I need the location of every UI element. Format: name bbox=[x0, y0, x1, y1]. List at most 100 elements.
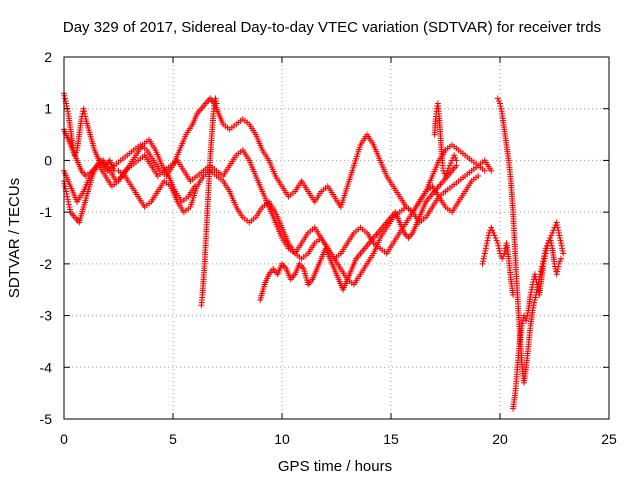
data-point bbox=[556, 235, 563, 241]
data-point bbox=[541, 255, 548, 262]
series-track-e bbox=[198, 95, 220, 309]
data-point bbox=[65, 198, 72, 205]
data-point bbox=[445, 165, 452, 172]
data-point bbox=[542, 253, 549, 260]
data-point bbox=[485, 232, 492, 239]
data-point bbox=[547, 237, 554, 244]
data-point bbox=[534, 284, 541, 291]
data-point bbox=[213, 97, 220, 104]
data-point bbox=[556, 232, 563, 239]
data-point bbox=[480, 258, 487, 265]
data-point bbox=[553, 219, 560, 226]
data-point bbox=[549, 229, 556, 236]
data-point bbox=[559, 245, 566, 252]
data-point bbox=[548, 240, 555, 247]
data-point bbox=[527, 291, 534, 298]
x-axis-label: GPS time / hours bbox=[278, 458, 392, 475]
data-point bbox=[555, 229, 562, 236]
data-point bbox=[534, 281, 541, 288]
data-point bbox=[555, 260, 562, 267]
data-point bbox=[524, 312, 531, 319]
data-point bbox=[489, 227, 496, 234]
data-point bbox=[82, 113, 89, 120]
data-point bbox=[560, 250, 567, 257]
data-point bbox=[484, 237, 491, 244]
series-track-i bbox=[510, 235, 565, 412]
data-point bbox=[447, 160, 454, 167]
data-point bbox=[490, 229, 497, 236]
data-point bbox=[529, 284, 536, 291]
data-point bbox=[451, 152, 458, 159]
y-tick-labels: -5 -4 -3 -2 -1 0 1 2 bbox=[40, 49, 53, 427]
data-point bbox=[64, 196, 71, 203]
data-point bbox=[443, 170, 450, 177]
data-point bbox=[500, 253, 507, 260]
x-tick-label: 20 bbox=[492, 431, 508, 447]
data-point bbox=[81, 110, 88, 117]
data-point bbox=[556, 258, 563, 265]
y-tick-label: 2 bbox=[44, 49, 52, 65]
x-tick-labels: 0 5 10 15 20 25 bbox=[60, 431, 617, 447]
data-point bbox=[475, 172, 482, 179]
data-point bbox=[498, 108, 505, 115]
data-point bbox=[446, 162, 453, 169]
data-point bbox=[501, 250, 508, 257]
data-point bbox=[494, 240, 501, 247]
data-point bbox=[212, 95, 219, 102]
data-point bbox=[548, 242, 555, 249]
data-point bbox=[481, 253, 488, 260]
chart-title: Day 329 of 2017, Sidereal Day-to-day VTE… bbox=[63, 19, 601, 36]
data-point bbox=[559, 247, 566, 254]
data-point bbox=[548, 232, 555, 239]
data-point bbox=[492, 235, 499, 241]
data-point bbox=[528, 286, 535, 293]
data-point bbox=[64, 193, 71, 200]
y-axis-label: SDTVAR / TECUs bbox=[6, 178, 23, 298]
x-tick-label: 0 bbox=[60, 431, 68, 447]
data-point bbox=[485, 235, 492, 241]
data-point bbox=[547, 235, 554, 241]
data-point bbox=[63, 191, 70, 198]
data-point bbox=[532, 273, 539, 280]
data-point bbox=[501, 247, 508, 254]
y-tick-label: -5 bbox=[40, 411, 53, 427]
data-point bbox=[554, 268, 561, 275]
x-tick-label: 25 bbox=[601, 431, 617, 447]
y-tick-label: 1 bbox=[44, 101, 52, 117]
data-point bbox=[524, 309, 531, 316]
data-point bbox=[558, 242, 565, 249]
data-point bbox=[496, 247, 503, 254]
data-point bbox=[557, 237, 564, 244]
data-point bbox=[444, 167, 451, 174]
data-point bbox=[531, 297, 538, 304]
data-point bbox=[491, 232, 498, 239]
data-point bbox=[543, 247, 550, 254]
data-point bbox=[542, 250, 549, 257]
data-point bbox=[554, 224, 561, 231]
y-tick-label: -2 bbox=[40, 256, 53, 272]
data-point bbox=[63, 103, 70, 110]
data-point bbox=[531, 299, 538, 306]
data-point bbox=[483, 240, 490, 247]
data-point bbox=[495, 245, 502, 252]
data-point bbox=[523, 315, 530, 322]
y-tick-label: -1 bbox=[40, 204, 53, 220]
data-point bbox=[81, 108, 88, 115]
data-point bbox=[481, 250, 488, 257]
series-track-c bbox=[61, 126, 482, 262]
data-point bbox=[453, 162, 460, 169]
data-point bbox=[66, 206, 73, 213]
data-point bbox=[442, 172, 449, 179]
data-point bbox=[558, 240, 565, 247]
data-point bbox=[65, 201, 72, 208]
ticks bbox=[63, 56, 610, 420]
x-tick-label: 10 bbox=[274, 431, 290, 447]
data-point bbox=[452, 154, 459, 161]
x-tick-label: 15 bbox=[383, 431, 399, 447]
series-track-g bbox=[479, 224, 517, 298]
data-point bbox=[191, 183, 198, 190]
series-track-h bbox=[494, 95, 567, 386]
data-point bbox=[531, 271, 538, 278]
